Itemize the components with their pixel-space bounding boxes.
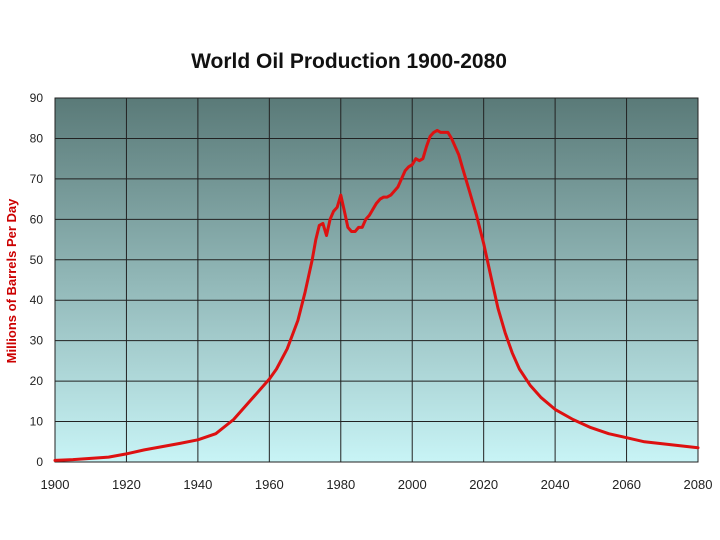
y-axis-label: Millions of Barrels Per Day: [4, 198, 19, 363]
x-tick-label: 2020: [469, 477, 498, 492]
chart-title: World Oil Production 1900-2080: [191, 50, 507, 73]
x-tick-label: 1920: [112, 477, 141, 492]
y-tick-label: 20: [30, 374, 44, 388]
y-tick-label: 60: [30, 212, 44, 226]
plot-border: [54, 97, 699, 463]
series-layer: [53, 128, 700, 462]
x-tick-label: 1960: [255, 477, 284, 492]
y-tick-label: 0: [36, 455, 43, 469]
x-tick-label: 2060: [612, 477, 641, 492]
y-tick-label: 30: [30, 334, 44, 348]
y-tick-label: 50: [30, 253, 44, 267]
y-tick-label: 90: [30, 91, 44, 105]
gridlines: [54, 97, 699, 463]
y-axis-ticks: 0 10 20 30 40 50 60 70 80 90: [30, 91, 44, 469]
x-tick-label: 1900: [41, 477, 70, 492]
y-tick-label: 40: [30, 293, 44, 307]
y-tick-label: 10: [30, 415, 44, 429]
x-tick-label: 2080: [684, 477, 713, 492]
x-tick-label: 1980: [326, 477, 355, 492]
y-tick-label: 80: [30, 131, 44, 145]
x-tick-label: 2040: [541, 477, 570, 492]
plot-area: [55, 98, 698, 462]
y-tick-label: 70: [30, 172, 44, 186]
series-line: [53, 128, 700, 462]
x-tick-label: 2000: [398, 477, 427, 492]
x-tick-label: 1940: [183, 477, 212, 492]
x-axis-ticks: 1900 1920 1940 1960 1980 2000 2020 2040 2060 2080: [41, 477, 713, 492]
